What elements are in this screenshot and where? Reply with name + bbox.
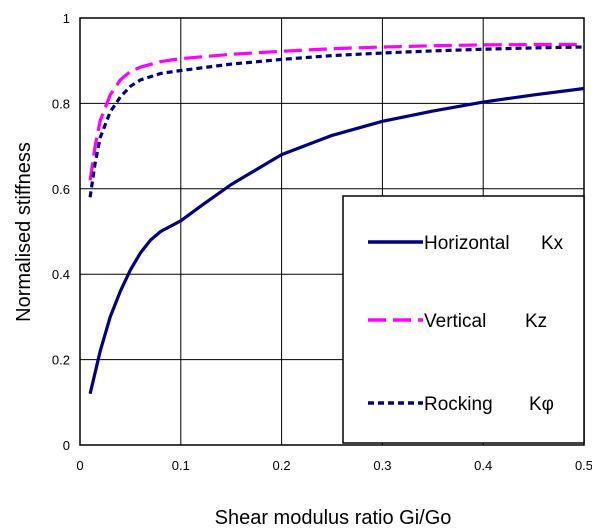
y-tick-label: 0.6 — [52, 182, 70, 197]
x-tick-label: 0.5 — [575, 458, 592, 473]
grid — [79, 17, 585, 446]
y-tick-label: 0.2 — [52, 353, 70, 368]
legend-item-rocking: Rocking Kφ — [368, 394, 554, 415]
series-layer — [88, 42, 585, 395]
series-line-horizontal — [88, 86, 585, 395]
x-tick-label: 0.2 — [273, 458, 291, 473]
x-tick-label: 0.3 — [373, 458, 391, 473]
legend-symbol-vertical: Kz — [525, 311, 547, 332]
legend-symbol-horizontal: Kx — [541, 233, 564, 254]
legend-item-horizontal: Horizontal Kx — [368, 233, 564, 254]
series-line-rocking — [88, 45, 585, 198]
x-tick-labels: 0 0.1 0.2 0.3 0.4 0.5 — [76, 458, 592, 473]
x-tick-label: 0.1 — [172, 458, 190, 473]
y-tick-label: 0 — [63, 438, 70, 453]
series-line-vertical — [88, 42, 584, 181]
legend-label-vertical: Vertical — [424, 311, 486, 332]
x-axis-label: Shear modulus ratio Gi/Go — [215, 507, 452, 529]
x-tick-label: 0.4 — [474, 458, 492, 473]
y-tick-label: 1 — [63, 11, 70, 26]
y-tick-label: 0.8 — [52, 96, 70, 111]
x-tick-label: 0 — [76, 458, 83, 473]
legend-label-rocking: Rocking — [424, 394, 493, 415]
legend-label-horizontal: Horizontal — [424, 233, 510, 254]
y-axis-label: Normalised stiffness — [13, 142, 35, 322]
y-tick-label: 0.4 — [52, 267, 70, 282]
legend-symbol-rocking: Kφ — [529, 394, 554, 415]
legend: Horizontal Kx Vertical Kz Rocking Kφ — [342, 195, 585, 444]
y-tick-labels: 0 0.2 0.4 0.6 0.8 1 — [52, 11, 70, 453]
legend-item-vertical: Vertical Kz — [368, 311, 547, 332]
